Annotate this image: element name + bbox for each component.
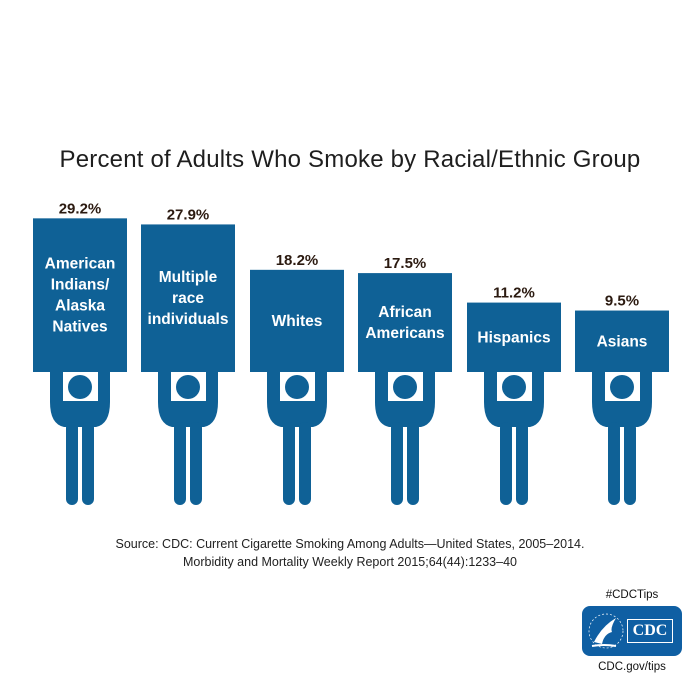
url-link[interactable]: CDC.gov/tips <box>598 661 666 673</box>
person-leg <box>66 422 78 505</box>
value-label: 17.5% <box>384 255 427 272</box>
person-head <box>285 375 309 399</box>
person-leg <box>82 422 94 505</box>
category-label: African <box>378 304 431 321</box>
sign-bar <box>33 218 127 372</box>
person-leg <box>516 422 528 505</box>
person-leg <box>391 422 403 505</box>
person-leg <box>283 422 295 505</box>
logo-text: CDC <box>627 619 673 643</box>
category-label: Asians <box>597 333 648 350</box>
value-label: 11.2% <box>493 285 535 302</box>
category-label: individuals <box>148 311 229 328</box>
sign-bar <box>141 224 235 372</box>
value-label: 29.2% <box>59 200 102 217</box>
chart-title: Percent of Adults Who Smoke by Racial/Et… <box>59 146 641 173</box>
category-label: Indians/ <box>51 277 110 294</box>
sign-bar <box>250 269 344 372</box>
category-label: Multiple <box>159 269 218 286</box>
value-label: 18.2% <box>276 252 319 269</box>
person-leg <box>190 422 202 505</box>
person-head <box>393 375 417 399</box>
hashtag: #CDCTips <box>605 589 659 601</box>
category-label: American <box>45 256 116 273</box>
cdc-logo: CDC <box>582 606 682 656</box>
person-leg <box>174 422 186 505</box>
category-label: Natives <box>52 319 107 336</box>
source-line-2: Morbidity and Mortality Weekly Report 20… <box>183 555 517 569</box>
person-leg <box>608 422 620 505</box>
category-label: Americans <box>365 325 444 342</box>
person-head <box>502 375 526 399</box>
category-label: Alaska <box>55 298 105 315</box>
category-label: Whites <box>272 313 323 330</box>
person-head <box>610 375 634 399</box>
sign-bar <box>358 273 452 372</box>
value-label: 9.5% <box>605 293 639 310</box>
source-line-1: Source: CDC: Current Cigarette Smoking A… <box>115 537 585 551</box>
category-label: race <box>172 290 204 307</box>
person-leg <box>624 422 636 505</box>
person-leg <box>299 422 311 505</box>
person-leg <box>500 422 512 505</box>
category-label: Hispanics <box>477 329 550 346</box>
value-label: 27.9% <box>167 206 210 223</box>
sign-bar <box>575 310 669 372</box>
person-leg <box>407 422 419 505</box>
eagle-icon <box>588 613 624 649</box>
sign-bar <box>467 302 561 372</box>
person-head <box>176 375 200 399</box>
person-head <box>68 375 92 399</box>
